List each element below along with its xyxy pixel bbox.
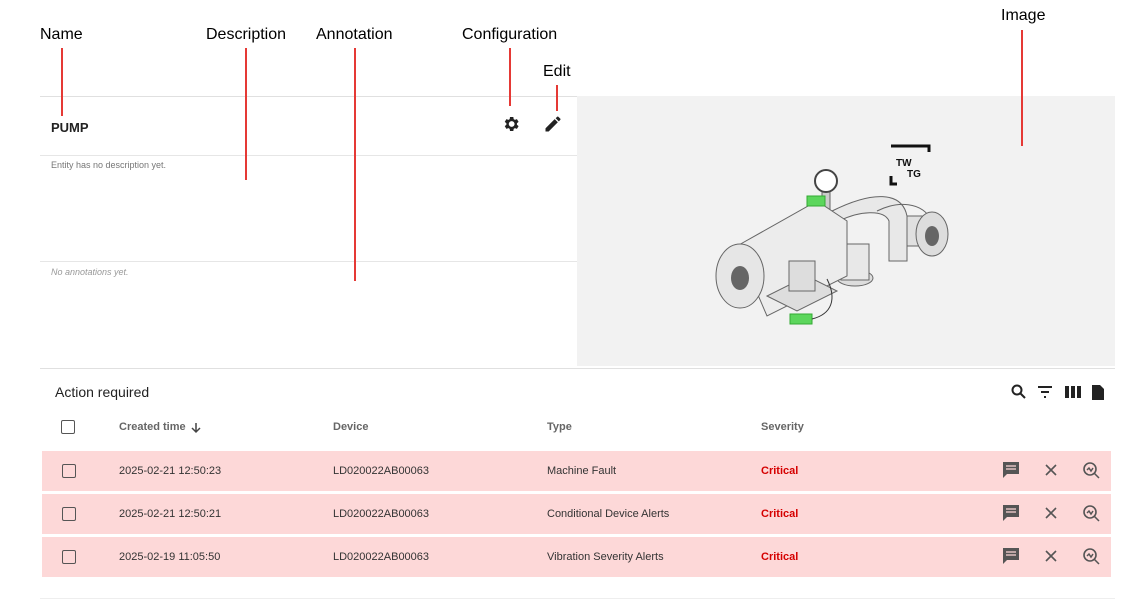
comment-icon[interactable] — [1003, 505, 1019, 521]
callout: Image — [1001, 7, 1046, 24]
cell: Conditional Device Alerts — [547, 508, 670, 520]
cell: Critical — [761, 551, 799, 563]
entity-description: Entity has no description yet. — [51, 160, 167, 170]
entity-annotations: No annotations yet. — [51, 267, 129, 277]
cell: Vibration Severity Alerts — [547, 551, 664, 563]
configuration-icon[interactable] — [501, 114, 521, 134]
cell: Critical — [761, 508, 799, 520]
checkbox[interactable] — [62, 550, 76, 564]
logo-text: TW — [896, 158, 912, 169]
callout: Configuration — [462, 26, 558, 43]
cell: 2025-02-19 11:05:50 — [119, 551, 221, 563]
close-icon[interactable] — [1045, 464, 1057, 476]
checkbox[interactable] — [62, 507, 76, 521]
search-icon[interactable] — [1011, 384, 1026, 399]
alarm-row[interactable]: 2025-02-21 12:50:23 LD020022AB00063 Machin… — [42, 451, 1111, 491]
callout: Name — [40, 26, 83, 43]
logo-text: TG — [907, 169, 921, 180]
alarm-row[interactable]: 2025-02-21 12:50:21 LD020022AB00063 Condit… — [42, 494, 1111, 534]
cell: 2025-02-21 12:50:23 — [119, 465, 222, 477]
cell: 2025-02-21 12:50:21 — [119, 508, 222, 520]
column-header[interactable]: Created time — [119, 421, 186, 433]
checkbox[interactable] — [61, 420, 75, 434]
comment-icon[interactable] — [1003, 548, 1019, 564]
row-actions — [1003, 462, 1100, 479]
filter-icon[interactable] — [1038, 386, 1052, 398]
close-icon[interactable] — [1045, 507, 1057, 519]
pump-illustration: TW TG — [715, 144, 949, 325]
column-header[interactable]: Type — [547, 421, 572, 433]
entity-panel: PUMP Entity has no description yet. No a… — [40, 96, 577, 367]
details-icon[interactable] — [1083, 505, 1100, 522]
export-icon[interactable] — [1092, 385, 1104, 400]
row-actions — [1003, 505, 1100, 522]
alarms-panel: Action required — [40, 368, 1115, 600]
entity-image: TW TG — [577, 96, 1115, 366]
callout: Annotation — [316, 26, 393, 43]
close-icon[interactable] — [1045, 550, 1057, 562]
cell: LD020022AB00063 — [333, 465, 430, 477]
cell: Machine Fault — [547, 465, 617, 477]
callout: Edit — [543, 63, 571, 80]
row-actions — [1003, 548, 1100, 565]
details-icon[interactable] — [1083, 548, 1100, 565]
checkbox[interactable] — [62, 464, 76, 478]
columns-icon[interactable] — [1065, 386, 1081, 398]
details-icon[interactable] — [1083, 462, 1100, 479]
cell: LD020022AB00063 — [333, 551, 430, 563]
alarms-title: Action required — [55, 384, 150, 400]
callout: Description — [206, 26, 287, 43]
entity-name: PUMP — [51, 120, 89, 135]
edit-icon[interactable] — [543, 114, 563, 134]
sort-icon — [191, 423, 201, 434]
alarm-row[interactable]: 2025-02-19 11:05:50 LD020022AB00063 Vibrat… — [42, 537, 1111, 577]
cell: Critical — [761, 465, 799, 477]
column-header[interactable]: Severity — [761, 421, 804, 433]
comment-icon[interactable] — [1003, 462, 1019, 478]
toolbar — [1011, 384, 1104, 400]
column-header[interactable]: Device — [333, 421, 369, 433]
cell: LD020022AB00063 — [333, 508, 430, 520]
